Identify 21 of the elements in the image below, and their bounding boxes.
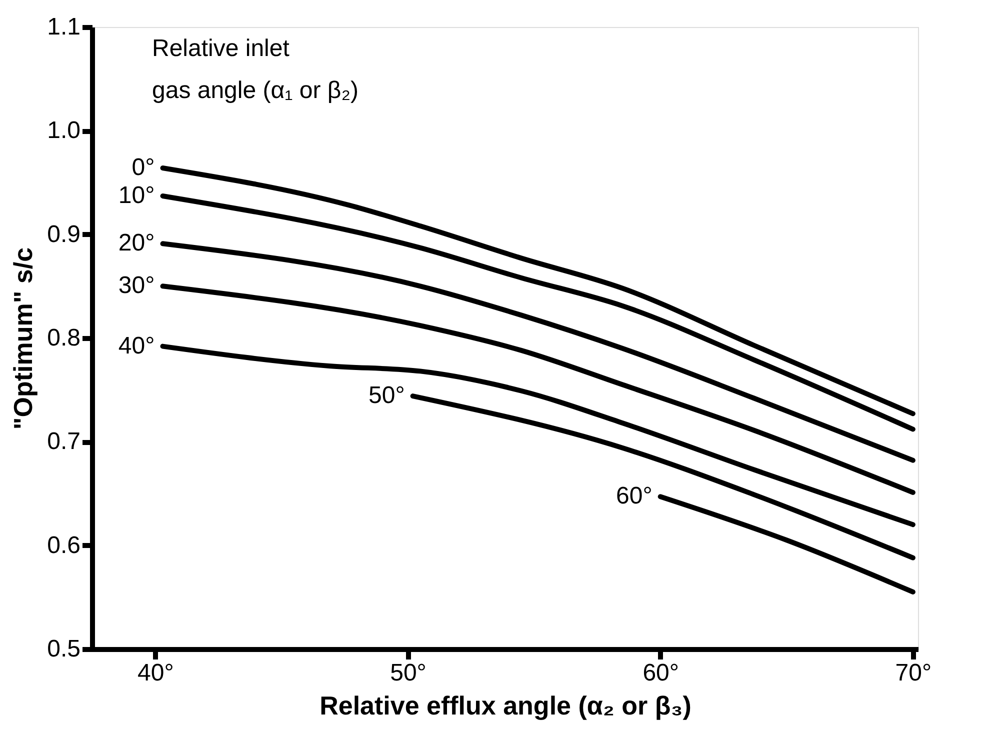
- series-label: 50°: [368, 382, 405, 410]
- y-tick-label: 0.7: [47, 428, 80, 456]
- x-tick-label: 40°: [138, 660, 174, 686]
- x-axis-title: Relative efflux angle (α₂ or β₃): [320, 690, 692, 720]
- y-tick-label: 1.0: [47, 117, 80, 144]
- series-label: 30°: [118, 272, 155, 300]
- x-tick-label: 60°: [642, 660, 679, 686]
- series-label: 20°: [118, 230, 155, 257]
- series-label: 0°: [132, 154, 155, 181]
- series-label: 40°: [118, 332, 155, 360]
- series-label: 10°: [118, 182, 155, 209]
- y-tick-label: 0.8: [47, 324, 80, 352]
- y-tick-label: 1.1: [47, 14, 80, 40]
- y-tick-label: 0.5: [47, 636, 80, 662]
- y-axis-title: "Optimum" s/c: [8, 247, 38, 430]
- series-label: 60°: [616, 482, 652, 510]
- y-tick-label: 0.6: [47, 532, 80, 559]
- x-tick-label: 70°: [895, 660, 932, 686]
- legend-title: Relative inlet gas angle (α₁ or β₂): [152, 35, 359, 104]
- y-tick-label: 0.9: [47, 220, 80, 248]
- x-tick-label: 50°: [390, 660, 426, 686]
